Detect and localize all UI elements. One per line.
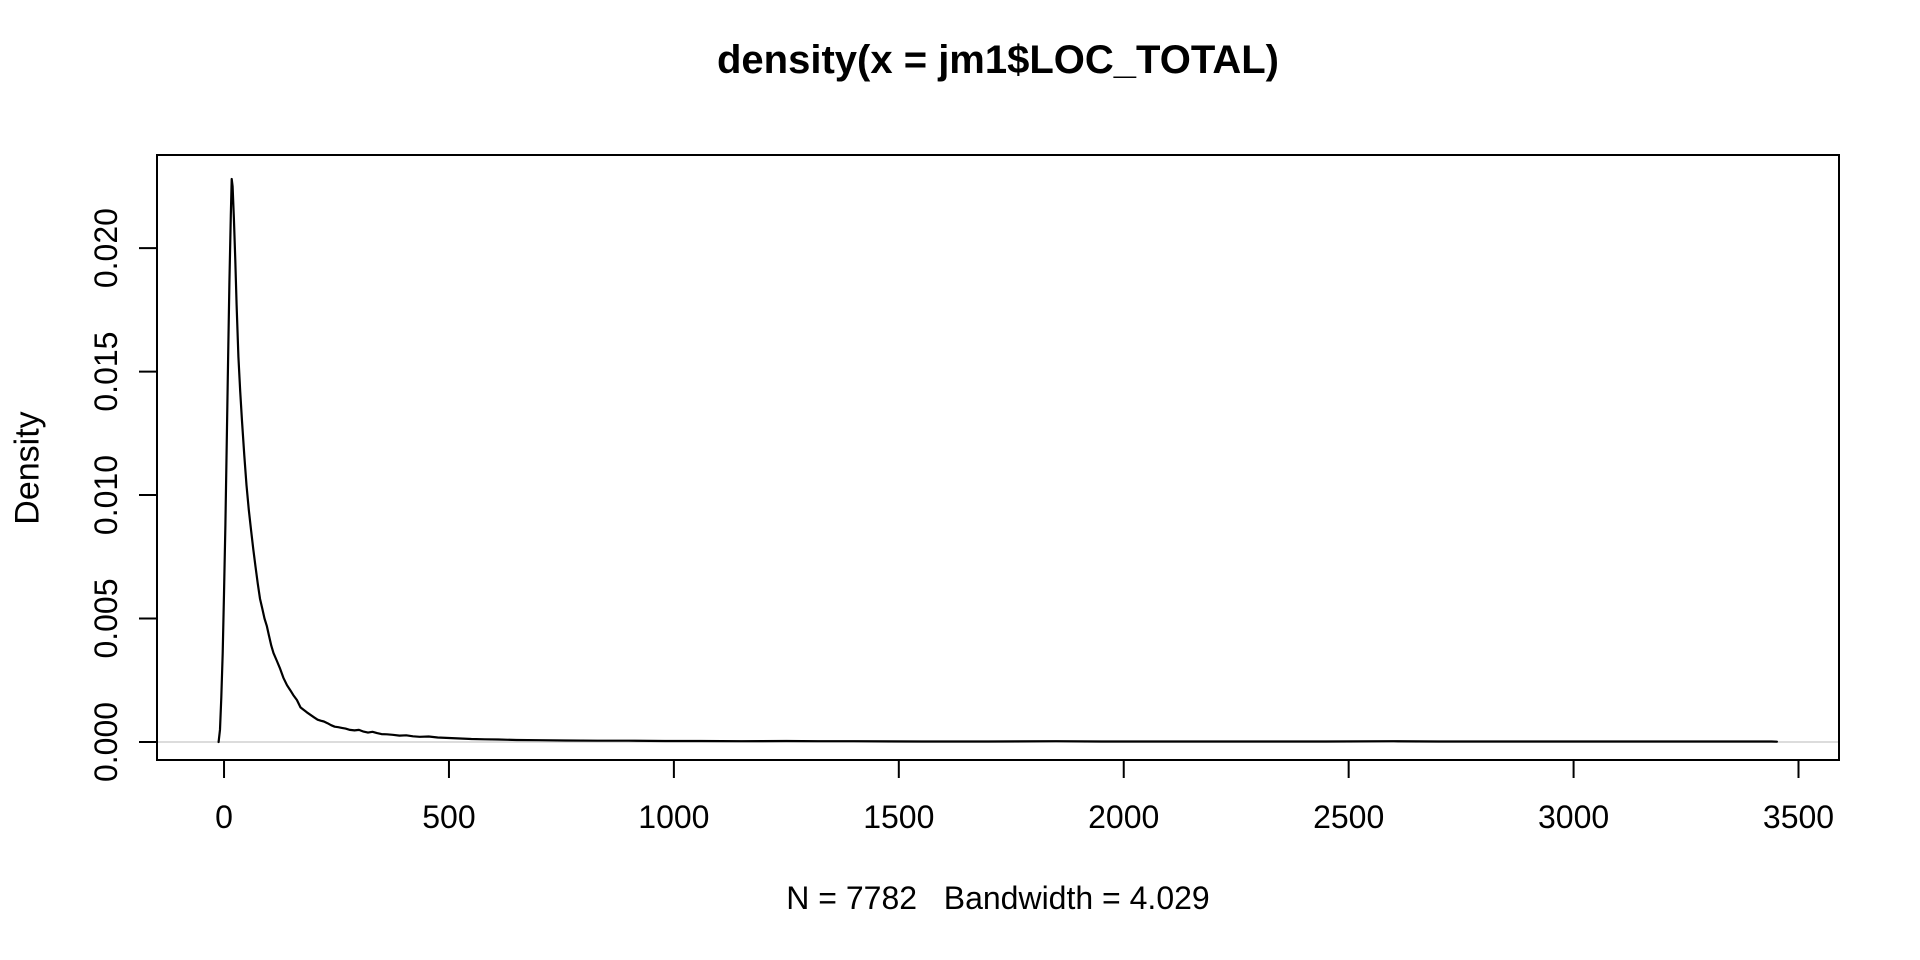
chart-title: density(x = jm1$LOC_TOTAL) xyxy=(717,38,1279,82)
x-tick-label: 500 xyxy=(422,799,475,835)
x-tick-label: 1000 xyxy=(638,799,709,835)
y-tick-label: 0.010 xyxy=(88,455,124,535)
x-tick-label: 2000 xyxy=(1088,799,1159,835)
y-tick-label: 0.000 xyxy=(88,702,124,782)
x-axis-subtitle: N = 7782 Bandwidth = 4.029 xyxy=(786,880,1210,916)
y-axis-title: Density xyxy=(8,411,47,525)
x-tick-label: 3000 xyxy=(1538,799,1609,835)
y-tick-label: 0.015 xyxy=(88,332,124,412)
x-tick-label: 0 xyxy=(215,799,233,835)
x-tick-label: 2500 xyxy=(1313,799,1384,835)
density-curve xyxy=(217,177,1778,744)
y-tick-label: 0.005 xyxy=(88,578,124,658)
y-tick-label: 0.020 xyxy=(88,208,124,288)
x-tick-label: 3500 xyxy=(1763,799,1834,835)
x-tick-label: 1500 xyxy=(863,799,934,835)
plot-box xyxy=(156,154,1840,761)
